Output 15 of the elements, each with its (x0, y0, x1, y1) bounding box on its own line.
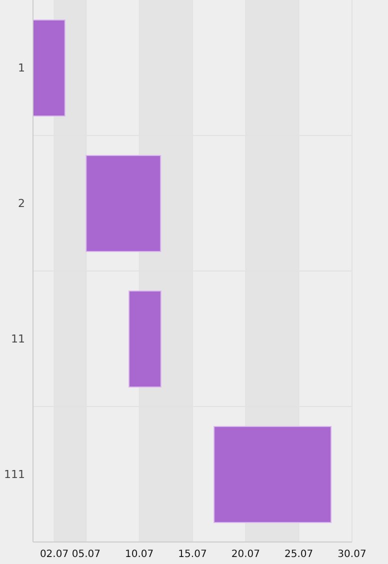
x-tick-label: 25.07 (284, 549, 314, 560)
x-tick-label: 02.07 (40, 549, 69, 560)
bar (33, 20, 66, 116)
y-tick-label: 2 (18, 197, 25, 210)
y-tick-label: 11 (11, 332, 25, 346)
x-tick-label: 20.07 (231, 549, 260, 560)
y-tick-label: 111 (4, 468, 25, 482)
x-tick-label: 10.07 (125, 549, 154, 560)
y-tick-label: 1 (18, 62, 25, 75)
bar (86, 155, 162, 252)
bar (214, 426, 332, 523)
x-tick-label: 05.07 (72, 549, 100, 560)
x-tick-label: 30.07 (338, 549, 366, 560)
x-tick-label: 15.07 (178, 549, 207, 560)
bar (128, 290, 162, 388)
